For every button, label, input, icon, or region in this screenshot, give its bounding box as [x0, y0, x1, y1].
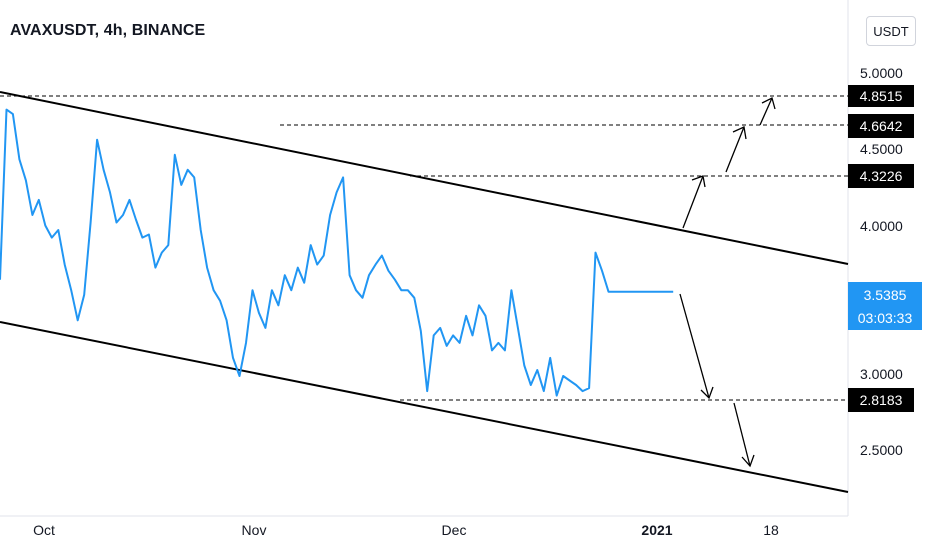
arrow-up-3 — [759, 97, 776, 126]
x-tick-label: 18 — [763, 522, 779, 538]
arrow-down-2 — [733, 402, 755, 468]
y-tick-label: 3.0000 — [860, 366, 903, 382]
x-tick-label: Dec — [442, 522, 467, 538]
level-label-28183: 2.8183 — [848, 388, 914, 412]
y-tick-label: 4.0000 — [860, 218, 903, 234]
arrow-down-1 — [679, 293, 714, 400]
level-label-text: 2.8183 — [860, 392, 903, 408]
level-label-text: 4.8515 — [860, 88, 903, 104]
y-tick-label: 4.5000 — [860, 141, 903, 157]
lower-trend-line[interactable] — [0, 321, 849, 493]
level-label-48515: 4.8515 — [848, 85, 914, 107]
level-label-text: 4.6642 — [860, 118, 903, 134]
trend-channel — [0, 91, 849, 493]
x-axis: Oct Nov Dec 2021 18 — [33, 522, 779, 538]
y-tick-label: 5.0000 — [860, 65, 903, 81]
chart-title: AVAXUSDT, 4h, BINANCE — [10, 22, 206, 39]
level-label-46642: 4.6642 — [848, 114, 914, 138]
price-series-line — [0, 108, 674, 397]
upper-trend-line[interactable] — [0, 91, 849, 265]
x-tick-label: Oct — [33, 522, 55, 538]
x-tick-label: Nov — [242, 522, 267, 538]
projection-arrows — [679, 97, 776, 468]
last-price-label: 3.5385 03:03:33 — [848, 282, 922, 330]
y-tick-label: 2.5000 — [860, 442, 903, 458]
level-label-text: 4.3226 — [860, 168, 903, 184]
level-label-43226: 4.3226 — [848, 164, 914, 188]
x-tick-label: 2021 — [641, 522, 672, 538]
arrow-up-2 — [725, 126, 747, 173]
countdown-text: 03:03:33 — [858, 310, 913, 326]
currency-button[interactable]: USDT — [866, 16, 916, 46]
arrow-up-1 — [682, 175, 706, 229]
last-price-text: 3.5385 — [864, 287, 907, 303]
horizontal-levels — [0, 95, 848, 401]
y-axis: 5.0000 4.5000 4.0000 3.0000 2.5000 — [860, 65, 903, 458]
